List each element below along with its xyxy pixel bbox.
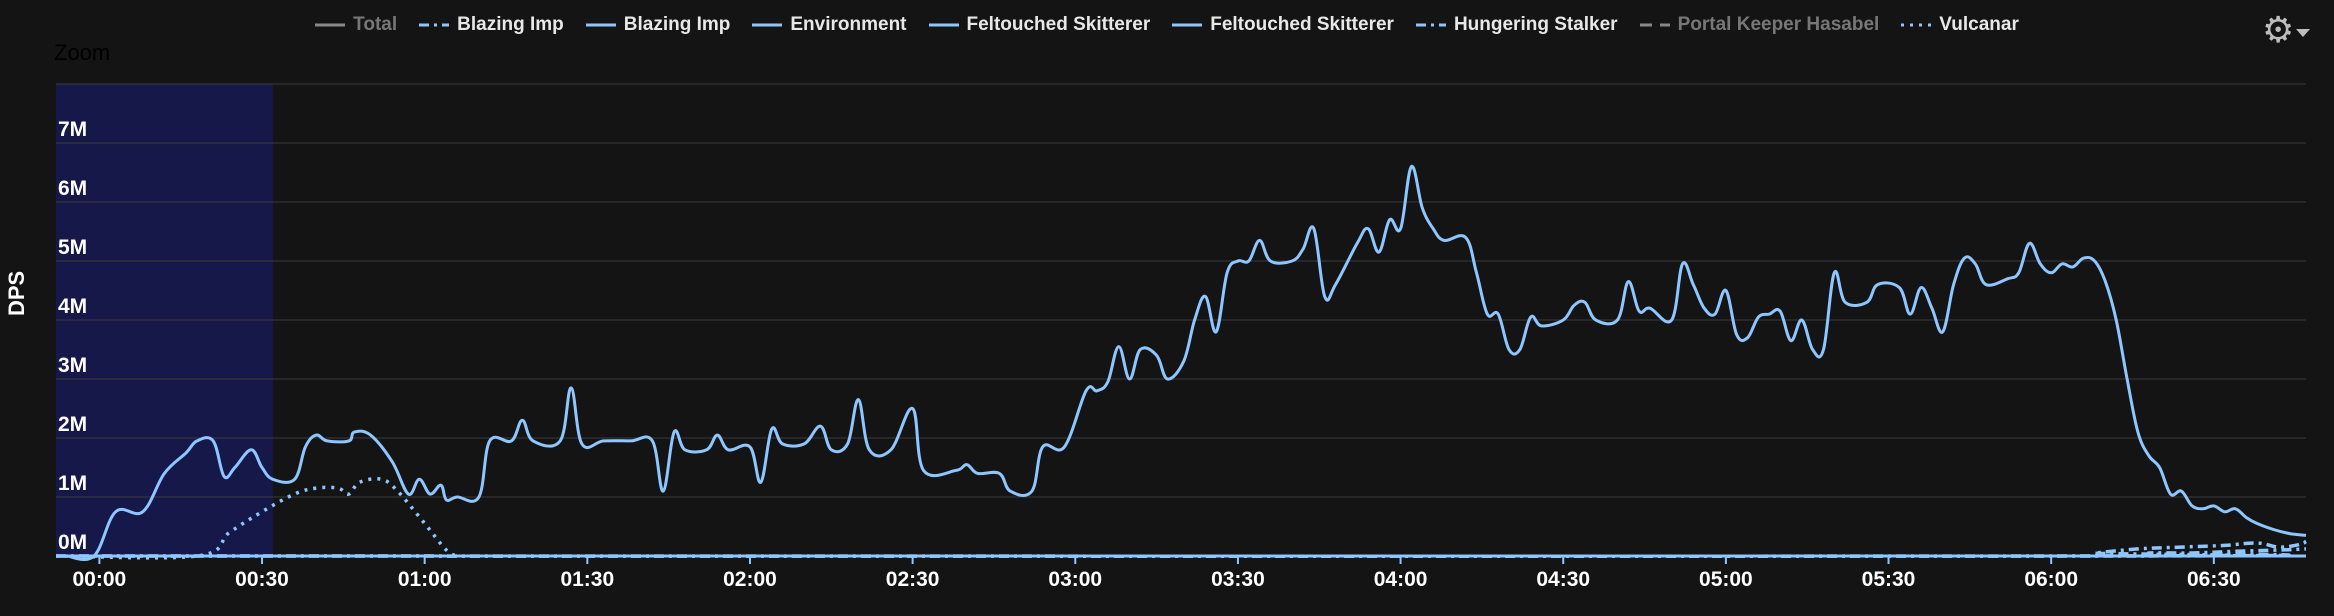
legend-symbol: [1639, 23, 1670, 27]
y-axis-label: DPS: [4, 270, 29, 316]
legend-item[interactable]: Blazing Imp: [585, 14, 731, 36]
legend-label: Portal Keeper Hasabel: [1677, 14, 1880, 35]
legend-symbol: [1415, 23, 1446, 27]
y-tick-label: 0M: [58, 531, 87, 554]
legend-symbol: [752, 23, 783, 27]
series-line-vulcanar[interactable]: [55, 476, 459, 560]
legend-item[interactable]: Vulcanar: [1901, 14, 2019, 36]
legend-item[interactable]: Feltouched Skitterer: [928, 14, 1151, 36]
y-tick-label: 6M: [58, 177, 87, 200]
x-tick-label: 02:00: [723, 568, 777, 591]
legend-symbol: [1172, 23, 1203, 27]
legend-label: Environment: [790, 14, 907, 35]
x-tick-label: 03:30: [1211, 568, 1265, 591]
legend-item[interactable]: Total: [315, 14, 397, 36]
x-tick-label: 05:00: [1699, 568, 1753, 591]
y-tick-label: 1M: [58, 472, 87, 495]
y-tick-label: 5M: [58, 236, 87, 259]
y-tick-label: 4M: [58, 295, 87, 318]
chevron-down-icon: [2296, 29, 2311, 37]
grid-lines: [56, 83, 2306, 557]
x-tick-label: 04:30: [1536, 568, 1590, 591]
legend-symbol: [315, 23, 346, 27]
y-axis-ticks: 0M 1M 2M 3M 4M 5M 6M 7M: [58, 118, 87, 554]
legend-item[interactable]: Hungering Stalker: [1415, 14, 1618, 36]
x-axis-ticks: 00:00 00:30 01:00 01:30 02:00 02:30 03:00 03:30…: [73, 556, 2241, 591]
legend-label: Blazing Imp: [457, 14, 564, 35]
legend-label: Total: [353, 14, 398, 35]
legend-symbol: [928, 23, 959, 27]
settings-gear-glyph: ⚙: [2262, 9, 2295, 50]
legend-symbol: [419, 23, 450, 27]
chart-legend: Total Blazing Imp Blazing Imp Environment Fe…: [0, 8, 2334, 42]
gear-icon[interactable]: ⚙: [2262, 9, 2311, 50]
x-tick-label: 04:00: [1374, 568, 1428, 591]
x-tick-label: 06:30: [2187, 568, 2241, 591]
x-tick-label: 06:00: [2024, 568, 2078, 591]
series-line-hungering-stalker[interactable]: [55, 539, 2308, 558]
legend-label: Vulcanar: [1939, 14, 2019, 35]
legend-label: Blazing Imp: [623, 14, 731, 35]
y-tick-label: 7M: [58, 118, 87, 141]
legend-label: Hungering Stalker: [1453, 14, 1618, 35]
y-tick-label: 3M: [58, 354, 87, 377]
x-tick-label: 03:00: [1048, 568, 1102, 591]
x-tick-label: 01:30: [560, 568, 614, 591]
x-tick-label: 01:00: [398, 568, 452, 591]
x-tick-label: 05:30: [1862, 568, 1916, 591]
x-tick-label: 02:30: [886, 568, 940, 591]
legend-label: Feltouched Skitterer: [966, 14, 1151, 35]
legend-symbol: [1901, 23, 1932, 27]
x-tick-label: 00:30: [235, 568, 289, 591]
x-tick-label: 00:00: [73, 568, 127, 591]
series-line-feltouched-skitterer[interactable]: [66, 165, 2307, 562]
legend-item[interactable]: Feltouched Skitterer: [1172, 14, 1394, 36]
series-lines: [55, 165, 2308, 562]
legend-symbol: [585, 23, 616, 27]
y-tick-label: 2M: [58, 413, 87, 436]
legend-label: Feltouched Skitterer: [1210, 14, 1394, 35]
legend-item[interactable]: Portal Keeper Hasabel: [1639, 14, 1880, 36]
legend-item[interactable]: Environment: [752, 14, 907, 36]
legend-item[interactable]: Blazing Imp: [419, 14, 564, 36]
zoom-label[interactable]: Zoom: [54, 40, 111, 65]
